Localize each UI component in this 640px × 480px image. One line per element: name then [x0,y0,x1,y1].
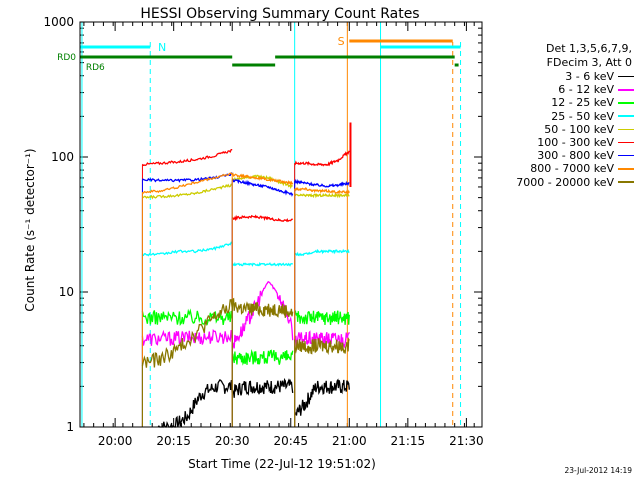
legend-entry-label: 800 - 7000 keV [530,162,614,176]
series-line [294,248,350,257]
y-tick-label: 1000 [43,15,74,29]
legend-entry-label: 100 - 300 keV [537,136,614,150]
legend-entry: 12 - 25 keV [486,96,634,109]
legend-entry: 300 - 800 keV [486,149,634,162]
series-line [232,179,294,197]
legend-entry: 6 - 12 keV [486,83,634,96]
legend-entry-label: 3 - 6 keV [565,70,614,84]
y-tick-label: 10 [59,285,74,299]
legend-entry-label: 7000 - 20000 keV [516,175,614,189]
legend-entry: 50 - 100 keV [486,123,634,136]
series-line [231,172,294,186]
legend-entry-label: 12 - 25 keV [551,96,614,110]
legend: Det 1,3,5,6,7,9, FDecim 3, Att 0 3 - 6 k… [486,42,634,189]
annotation-label: RD6 [86,63,105,73]
legend-entry-label: 300 - 800 keV [537,149,614,163]
x-tick-label: 20:45 [273,434,308,448]
x-tick-label: 20:15 [156,434,191,448]
series-line [294,336,350,356]
annotation-label: RD0 [57,53,76,63]
series-line [294,178,350,188]
y-tick-label: 100 [51,150,74,164]
series-line [294,192,350,199]
x-tick-label: 21:15 [391,434,426,448]
legend-header-2: FDecim 3, Att 0 [546,56,632,69]
series-line [141,299,233,368]
legend-swatch [618,141,634,144]
legend-header-1: Det 1,3,5,6,7,9, [545,42,632,55]
series-line [231,281,294,353]
x-axis-label: Start Time (22-Jul-12 19:51:02) [188,457,376,471]
series-line [294,310,350,325]
series-line [294,187,350,196]
y-tick-label: 1 [66,420,74,434]
legend-entry: 3 - 6 keV [486,70,634,83]
series-line [157,379,233,429]
series-line [142,241,233,257]
legend-swatch [618,89,634,91]
series-line [231,377,294,398]
legend-swatch [618,168,634,170]
series-line [231,348,294,366]
series-line [294,150,350,167]
series-line [294,378,350,416]
x-tick-label: 20:30 [215,434,250,448]
series-line [142,172,233,194]
legend-swatch [618,154,634,157]
legend-swatch [618,102,634,104]
legend-entry: 800 - 7000 keV [486,162,634,175]
x-tick-label: 21:00 [332,434,367,448]
series-line [231,261,294,267]
legend-entry: 7000 - 20000 keV [486,176,634,189]
series-line [231,297,294,318]
legend-swatch [618,75,634,78]
legend-entry-label: 6 - 12 keV [558,83,614,97]
legend-entry-label: 25 - 50 keV [551,109,614,123]
chart-title: HESSI Observing Summary Count Rates [140,6,419,22]
legend-swatch [618,128,634,131]
legend-entry: 25 - 50 keV [486,110,634,123]
annotation-label: S [338,35,345,48]
series-line [142,183,233,200]
x-tick-label: 21:30 [449,434,484,448]
plot-frame [79,21,483,428]
series-line [141,328,233,346]
timestamp: 23-Jul-2012 14:19 [564,466,632,475]
x-tick-label: 20:00 [98,434,133,448]
series-line [141,308,233,327]
plot-area: 1 10 100 1000 20:00 20:15 20:30 20:45 21:00 21:15… [43,15,483,448]
series-line [231,214,294,223]
legend-entry-label: 50 - 100 keV [544,122,614,136]
series-line [141,148,233,167]
legend-swatch [618,181,634,183]
annotation-label: N [158,41,166,54]
legend-entry: 100 - 300 keV [486,136,634,149]
y-axis-label: Count Rate (s⁻¹ detector⁻¹) [23,148,37,311]
legend-swatch [618,115,634,117]
